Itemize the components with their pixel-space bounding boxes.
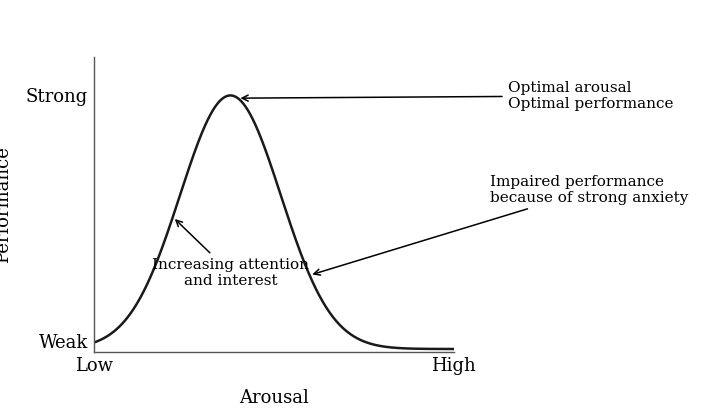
Text: Impaired performance
because of strong anxiety: Impaired performance because of strong a… bbox=[314, 175, 688, 275]
Text: Increasing attention
and interest: Increasing attention and interest bbox=[152, 220, 309, 288]
Y-axis label: Performance: Performance bbox=[0, 146, 12, 263]
X-axis label: Arousal: Arousal bbox=[238, 389, 309, 407]
Text: Optimal arousal
Optimal performance: Optimal arousal Optimal performance bbox=[242, 81, 673, 111]
